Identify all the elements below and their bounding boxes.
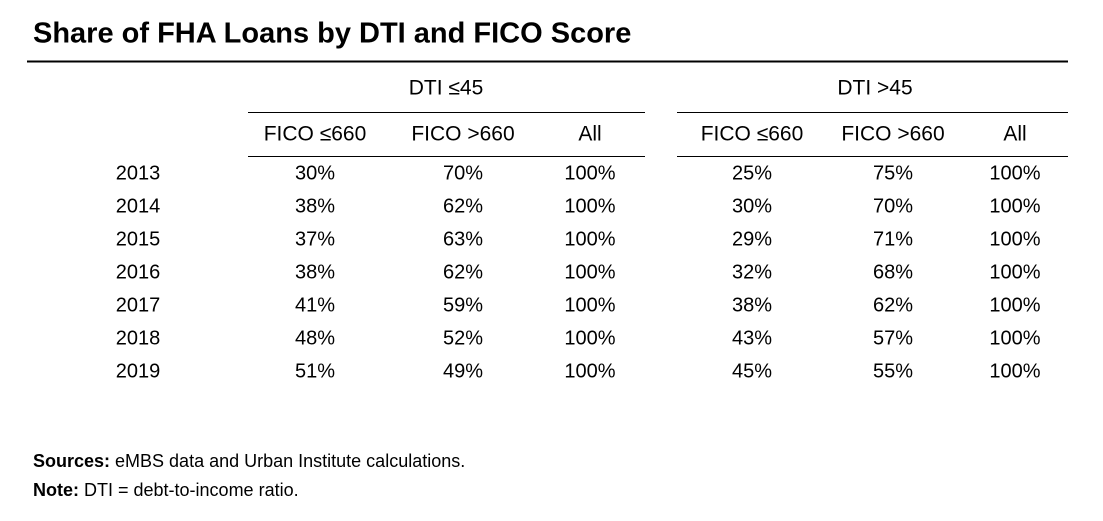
group-header: DTI >45 (837, 77, 912, 100)
column-header: All (1003, 123, 1026, 146)
row-label: 2014 (116, 195, 161, 217)
cell: 100% (564, 294, 615, 316)
note-text: DTI = debt-to-income ratio. (84, 480, 299, 500)
cell: 38% (295, 195, 335, 217)
cell: 68% (873, 261, 913, 283)
cell: 62% (873, 294, 913, 316)
cell: 63% (443, 228, 483, 250)
cell: 51% (295, 360, 335, 382)
cell: 45% (732, 360, 772, 382)
cell: 38% (295, 261, 335, 283)
column-header: FICO ≤660 (701, 123, 804, 146)
title: Share of FHA Loans by DTI and FICO Score (33, 18, 631, 50)
cell: 100% (989, 228, 1040, 250)
note: Note: DTI = debt-to-income ratio. (33, 480, 299, 500)
row-label: 2015 (116, 228, 161, 250)
note-label: Sources: (33, 451, 110, 471)
cell: 100% (989, 327, 1040, 349)
cell: 71% (873, 228, 913, 250)
column-header: All (578, 123, 601, 146)
cell: 100% (989, 360, 1040, 382)
cell: 25% (732, 162, 772, 184)
cell: 37% (295, 228, 335, 250)
row-label: 2013 (116, 162, 161, 184)
row-label: 2017 (116, 294, 161, 316)
row-label: 2016 (116, 261, 161, 283)
cell: 100% (564, 261, 615, 283)
row-label: 2019 (116, 360, 161, 382)
group-header: DTI ≤45 (409, 77, 484, 100)
cell: 100% (989, 294, 1040, 316)
cell: 62% (443, 261, 483, 283)
cell: 30% (295, 162, 335, 184)
cell: 32% (732, 261, 772, 283)
cell: 30% (732, 195, 772, 217)
cell: 55% (873, 360, 913, 382)
row-label: 2018 (116, 327, 161, 349)
cell: 48% (295, 327, 335, 349)
note: Sources: eMBS data and Urban Institute ca… (33, 451, 465, 471)
column-header: FICO >660 (411, 123, 514, 146)
cell: 100% (564, 327, 615, 349)
cell: 100% (564, 228, 615, 250)
cell: 100% (989, 261, 1040, 283)
cell: 100% (564, 162, 615, 184)
note-label: Note: (33, 480, 79, 500)
cell: 52% (443, 327, 483, 349)
cell: 29% (732, 228, 772, 250)
cell: 100% (564, 360, 615, 382)
cell: 59% (443, 294, 483, 316)
column-header: FICO >660 (841, 123, 944, 146)
cell: 70% (443, 162, 483, 184)
cell: 100% (564, 195, 615, 217)
column-header: FICO ≤660 (264, 123, 367, 146)
cell: 62% (443, 195, 483, 217)
cell: 70% (873, 195, 913, 217)
cell: 38% (732, 294, 772, 316)
cell: 41% (295, 294, 335, 316)
cell: 100% (989, 195, 1040, 217)
cell: 49% (443, 360, 483, 382)
cell: 57% (873, 327, 913, 349)
cell: 100% (989, 162, 1040, 184)
note-text: eMBS data and Urban Institute calculatio… (115, 451, 465, 471)
cell: 75% (873, 162, 913, 184)
cell: 43% (732, 327, 772, 349)
